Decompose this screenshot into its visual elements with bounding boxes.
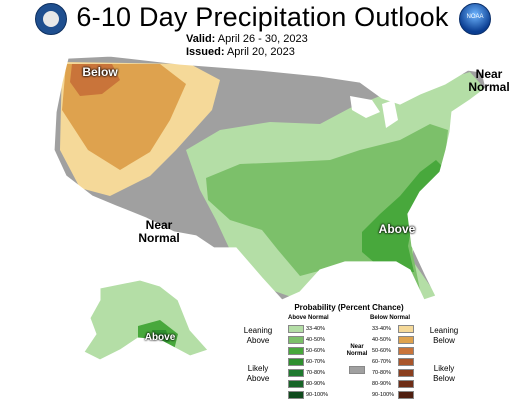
map-label-near-normal-west: Near Normal: [138, 218, 180, 245]
alaska-outline: [83, 279, 209, 361]
legend-title: Probability (Percent Chance): [294, 303, 404, 312]
below-50-60-region: [70, 64, 120, 96]
legend-above-swatch: [288, 358, 304, 366]
legend-below-swatch: [398, 325, 414, 333]
legend-below-swatch: [398, 369, 414, 377]
legend-above-swatch: [288, 369, 304, 377]
legend-above-swatch: [288, 347, 304, 355]
legend-near-normal-label: Near Normal: [346, 344, 368, 357]
map-label-near-normal-northeast: Near Normal: [468, 67, 510, 94]
legend-above-range-label: 60-70%: [306, 359, 325, 365]
legend-above-header: Above Normal: [288, 315, 329, 321]
noaa-logo-icon: NOAA: [459, 3, 491, 35]
date-block: Valid: April 26 - 30, 2023 Issued: April…: [186, 33, 308, 59]
legend-below-range-label: 70-80%: [372, 370, 391, 376]
legend-above-swatch: [288, 325, 304, 333]
legend-likely-above: Likely Above: [246, 364, 270, 383]
legend-below-range-label: 60-70%: [372, 359, 391, 365]
legend-below-range-label: 80-90%: [372, 381, 391, 387]
legend-above-swatch: [288, 391, 304, 399]
legend-below-range-label: 40-50%: [372, 337, 391, 343]
great-lakes: [350, 96, 398, 128]
legend-below-range-label: 90-100%: [372, 392, 395, 398]
issued-date: April 20, 2023: [226, 46, 295, 58]
map-label-above-alaska: Above: [144, 332, 176, 343]
legend-below-swatch: [398, 391, 414, 399]
legend-near-normal-swatch: [349, 366, 365, 374]
legend-below-range-label: 33-40%: [372, 326, 391, 332]
probability-legend: Probability (Percent Chance) Above Norma…: [238, 300, 524, 405]
legend-below-swatch: [398, 347, 414, 355]
legend-below-swatch: [398, 336, 414, 344]
commerce-seal-icon: [35, 3, 67, 35]
legend-above-swatch: [288, 336, 304, 344]
legend-leaning-above: Leaning Above: [243, 326, 273, 345]
legend-below-swatch: [398, 380, 414, 388]
valid-dates: April 26 - 30, 2023: [217, 33, 308, 45]
legend-above-range-label: 70-80%: [306, 370, 325, 376]
legend-below-range-label: 50-60%: [372, 348, 391, 354]
issued-label: Issued:: [186, 46, 225, 58]
legend-above-range-label: 90-100%: [306, 392, 329, 398]
legend-above-swatch: [288, 380, 304, 388]
legend-below-swatch: [398, 358, 414, 366]
map-label-above: Above: [378, 222, 416, 236]
legend-below-header: Below Normal: [370, 315, 411, 321]
valid-label: Valid:: [186, 33, 216, 45]
legend-above-range-label: 33-40%: [306, 326, 325, 332]
legend-above-range-label: 80-90%: [306, 381, 325, 387]
legend-likely-below: Likely Below: [433, 364, 455, 383]
map-label-below: Below: [82, 65, 118, 79]
legend-leaning-below: Leaning Below: [429, 326, 459, 345]
conus-outline: [53, 55, 487, 301]
legend-above-range-label: 50-60%: [306, 348, 325, 354]
legend-above-range-label: 40-50%: [306, 337, 325, 343]
page-title: 6-10 Day Precipitation Outlook: [76, 2, 449, 32]
